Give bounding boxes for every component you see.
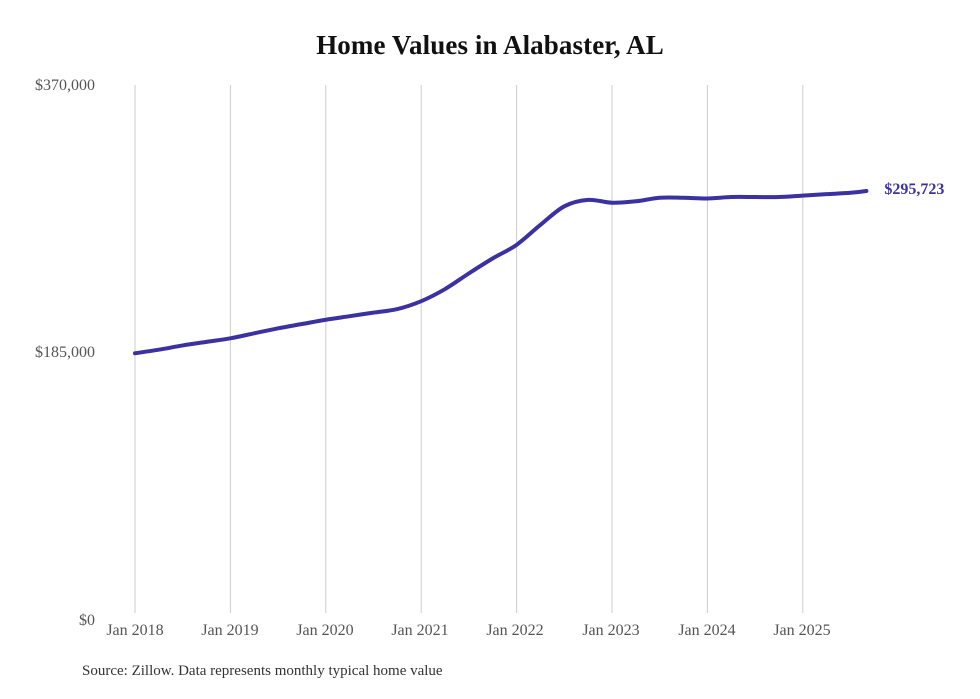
x-tick-label-jan-2023: Jan 2023	[582, 622, 640, 639]
source-note: Source: Zillow. Data represents monthly …	[82, 663, 443, 679]
value-line-series	[133, 189, 869, 356]
chart-title: Home Values in Alabaster, AL	[316, 30, 664, 60]
y-tick-label-zero: $0	[79, 612, 95, 629]
x-tick-label-jan-2022: Jan 2022	[486, 622, 544, 639]
gridlines	[134, 85, 804, 613]
series-end-value-label: $295,723	[884, 180, 945, 198]
x-tick-label-jan-2025: Jan 2025	[773, 622, 831, 639]
x-tick-label-jan-2024: Jan 2024	[678, 622, 736, 639]
x-tick-label-jan-2021: Jan 2021	[391, 622, 449, 639]
x-tick-label-jan-2018: Jan 2018	[106, 622, 164, 639]
y-tick-label-mid: $185,000	[35, 344, 95, 361]
y-tick-label-top: $370,000	[35, 77, 95, 94]
x-tick-label-jan-2019: Jan 2019	[201, 622, 259, 639]
x-tick-label-jan-2020: Jan 2020	[296, 622, 354, 639]
